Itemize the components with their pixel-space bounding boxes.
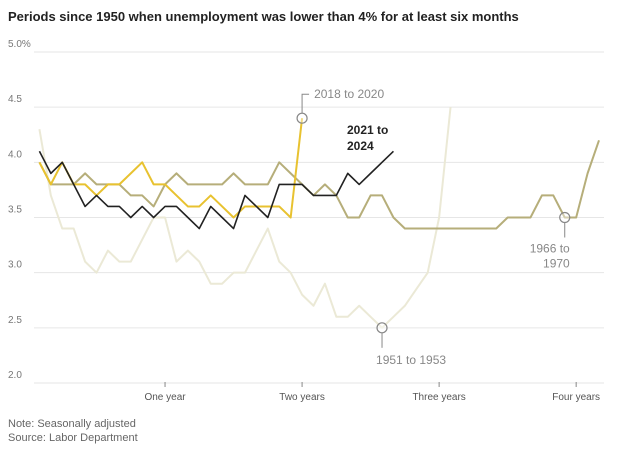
series-line-1966-to-1970: [38, 139, 600, 230]
y-tick-label: 5.0%: [8, 39, 31, 50]
x-tick-label: Three years: [412, 392, 465, 403]
series-label-1966-to-1970-line2: 1970: [543, 256, 570, 270]
highlight-marker: [559, 211, 571, 224]
chart-title: Periods since 1950 when unemployment was…: [8, 9, 519, 24]
series-line-2018-to-2020: [38, 118, 304, 219]
highlight-marker: [376, 322, 388, 334]
series-line-1951-to-1953: [38, 107, 452, 329]
x-tick-label: Two years: [279, 392, 325, 403]
y-tick-label: 4.5: [8, 94, 22, 105]
series-line-2021-to-2024: [38, 150, 394, 230]
x-tick-label: One year: [144, 392, 186, 403]
y-tick-label: 2.0: [8, 370, 22, 381]
y-tick-label: 3.5: [8, 204, 22, 215]
x-tick-label: Four years: [552, 392, 600, 403]
highlight-marker: [296, 112, 308, 124]
series-label-2018-to-2020: 2018 to 2020: [314, 87, 384, 101]
series-label-2021-to-2024: 2021 to: [347, 123, 388, 137]
y-tick-label: 2.5: [8, 315, 22, 326]
series-label-2021-to-2024-line2: 2024: [347, 139, 374, 153]
y-tick-label: 3.0: [8, 260, 22, 271]
series-label-1951-to-1953: 1951 to 1953: [376, 353, 446, 367]
footnote: Note: Seasonally adjusted: [8, 418, 136, 430]
leader-line: [301, 93, 310, 114]
y-tick-label: 4.0: [8, 149, 22, 160]
series-label-1966-to-1970: 1966 to: [530, 241, 570, 255]
source-note: Source: Labor Department: [8, 432, 138, 444]
